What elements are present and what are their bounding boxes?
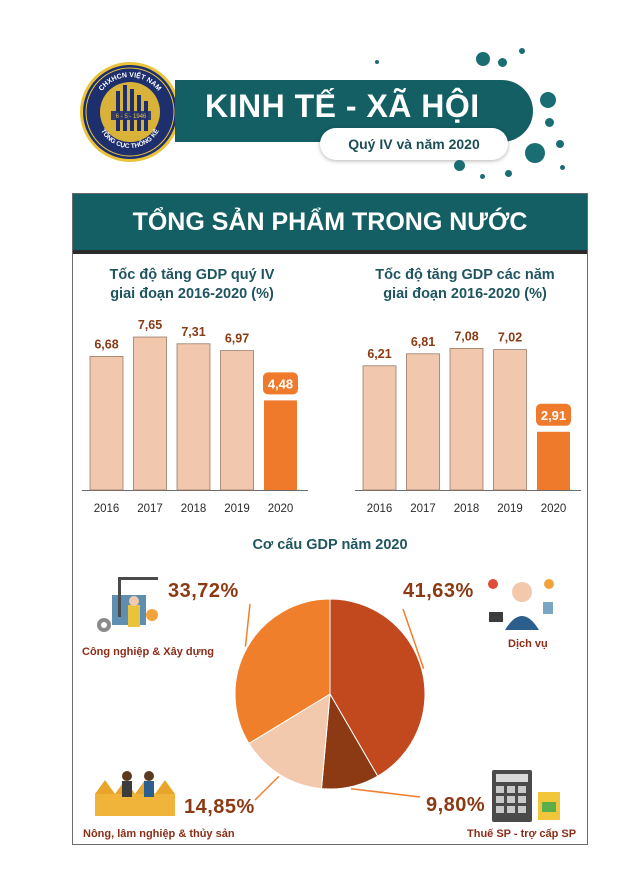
bar-value-label: 6,81 <box>411 335 435 349</box>
bar-value-label: 7,02 <box>498 331 522 345</box>
chart-title-annual: Tốc độ tăng GDP các năm giai đoạn 2016-2… <box>355 266 575 304</box>
logo-date: 6 - 5 - 1946 <box>116 114 147 120</box>
x-tick-label: 2016 <box>94 503 120 515</box>
bar-value-label: 2,91 <box>541 408 566 423</box>
decor-dot <box>505 170 512 177</box>
decor-dot <box>545 118 554 127</box>
pie-leader-line <box>244 603 251 647</box>
pie-chart-title: Cơ cấu GDP năm 2020 <box>252 537 408 553</box>
tax-share-label: 9,80% <box>426 794 486 816</box>
gdp-annual-bar-chart: 6,21 2016 6,81 2017 7,08 2018 7,02 2019 2,91 2020 <box>355 329 581 515</box>
decor-dot <box>498 58 507 67</box>
bar <box>362 365 397 491</box>
pie-leader-line <box>254 775 280 801</box>
pie-slice <box>234 598 331 745</box>
bar <box>449 348 484 491</box>
bar-value-label: 6,21 <box>367 347 391 361</box>
bar <box>537 431 570 490</box>
bar-value-label: 4,48 <box>268 376 293 391</box>
page-title: KINH TẾ - XÃ HỘI <box>205 88 480 124</box>
decor-dot <box>519 48 525 54</box>
x-tick-label: 2020 <box>268 503 294 515</box>
agriculture-sector-name: Nông, lâm nghiệp & thủy sản <box>83 828 235 840</box>
section-title: TỔNG SẢN PHẨM TRONG NƯỚC <box>132 208 528 236</box>
industry-share-label: 33,72% <box>168 580 239 602</box>
tax-calculator-illustration <box>492 770 560 822</box>
x-tick-label: 2018 <box>454 503 480 515</box>
decor-dot <box>560 165 565 170</box>
decor-dot <box>454 160 465 171</box>
bar <box>493 349 527 491</box>
services-illustration <box>488 579 554 630</box>
highlight-label-box <box>536 403 571 426</box>
x-tick-label: 2020 <box>541 503 567 515</box>
x-tick-label: 2019 <box>497 503 523 515</box>
section-header <box>73 194 587 250</box>
x-tick-label: 2017 <box>410 503 436 515</box>
pie-slice <box>248 693 331 790</box>
bar-value-label: 7,65 <box>138 318 162 332</box>
bar <box>406 353 440 491</box>
bar-value-label: 6,68 <box>94 337 118 351</box>
bar <box>176 343 211 491</box>
agriculture-share-label: 14,85% <box>184 796 255 818</box>
gdp-structure-pie-chart <box>234 598 426 801</box>
x-tick-label: 2016 <box>367 503 393 515</box>
gso-logo: 6 - 5 - 1946 CHXHCN VIỆT NAM TỔNG CỤC TH… <box>80 62 180 162</box>
content-panel <box>72 193 588 845</box>
chart-title-line: Tốc độ tăng GDP các năm <box>375 267 555 283</box>
services-sector-name: Dịch vụ <box>508 638 548 650</box>
decor-dot <box>556 140 564 148</box>
pie-leader-line <box>402 608 425 670</box>
pie-leader-line <box>350 787 421 798</box>
x-tick-label: 2017 <box>137 503 163 515</box>
bar-value-label: 7,31 <box>181 325 205 339</box>
decor-dot <box>525 143 545 163</box>
agriculture-illustration <box>95 771 175 816</box>
x-tick-label: 2018 <box>181 503 207 515</box>
section-divider <box>73 250 587 254</box>
decor-dot <box>480 174 485 179</box>
bar <box>133 336 167 491</box>
decor-dot <box>476 52 490 66</box>
highlight-label-box <box>263 372 298 395</box>
services-share-label: 41,63% <box>403 580 474 602</box>
x-tick-label: 2019 <box>224 503 250 515</box>
gdp-q4-bar-chart: 6,68 2016 7,65 2017 7,31 2018 6,97 2019 4,48 2020 <box>82 318 308 515</box>
chart-title-q4: Tốc độ tăng GDP quý IV giai đoạn 2016-20… <box>82 266 302 304</box>
decor-dot <box>540 92 556 108</box>
tax-sector-name: Thuế SP - trợ cấp SP <box>467 828 577 840</box>
page-subtitle: Quý IV và năm 2020 <box>320 128 508 160</box>
industry-sector-name: Công nghiệp & Xây dựng <box>82 646 215 658</box>
bar-value-label: 7,08 <box>454 329 478 343</box>
bar <box>89 356 124 491</box>
decor-dot <box>375 60 379 64</box>
bar <box>264 400 297 490</box>
chart-title-line: Tốc độ tăng GDP quý IV <box>109 267 275 283</box>
industry-illustration <box>97 577 158 632</box>
pie-slice <box>329 598 426 777</box>
bar-value-label: 6,97 <box>225 332 249 346</box>
chart-title-line: giai đoạn 2016-2020 (%) <box>110 286 274 302</box>
bar <box>220 350 254 491</box>
chart-title-line: giai đoạn 2016-2020 (%) <box>383 286 547 302</box>
